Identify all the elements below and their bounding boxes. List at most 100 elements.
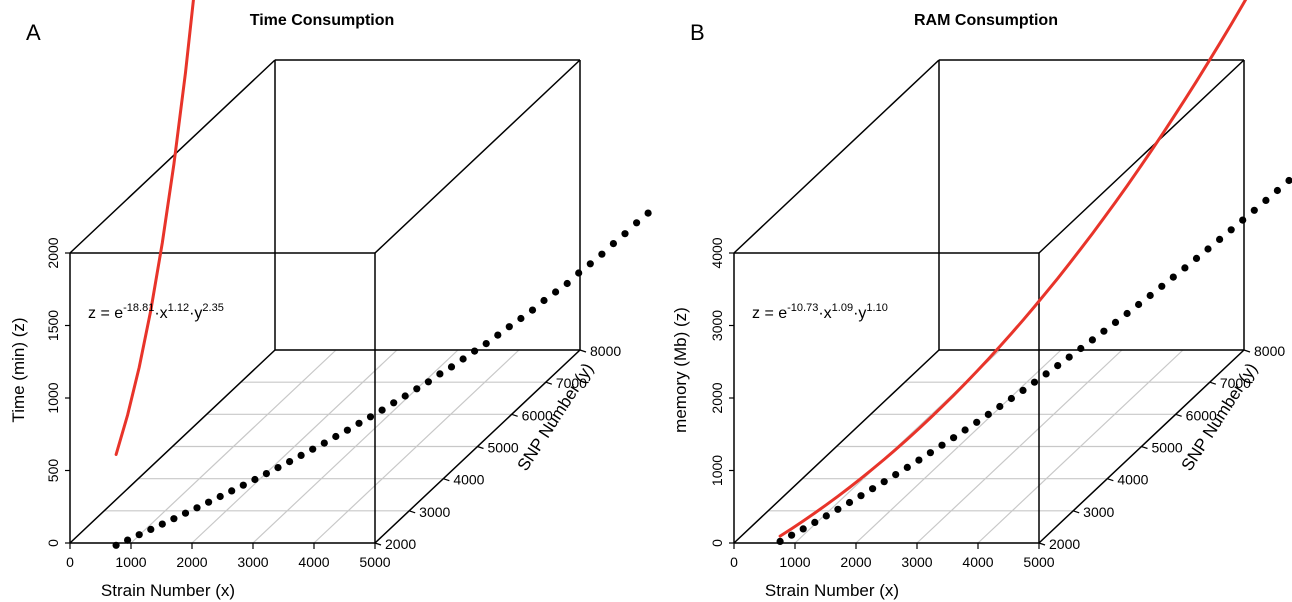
chart-title: Time Consumption <box>250 12 395 29</box>
data-point <box>251 475 259 484</box>
data-point <box>609 240 618 248</box>
data-point <box>776 537 784 546</box>
y-tick-label: 7000 <box>556 375 587 391</box>
box-edge <box>374 59 581 254</box>
data-point <box>1181 264 1189 272</box>
data-point <box>1158 282 1166 290</box>
data-point <box>343 426 351 434</box>
y-tick-mark <box>1243 349 1251 353</box>
box-edge <box>733 349 940 544</box>
data-point <box>274 464 282 472</box>
equation-exponent-a: 1.12 <box>168 302 189 314</box>
data-point <box>1135 300 1143 309</box>
data-point <box>286 458 294 466</box>
data-point <box>1227 226 1235 234</box>
equation-y-term: ·y <box>189 305 202 322</box>
y-tick-mark <box>1141 445 1148 450</box>
data-point <box>1273 186 1281 195</box>
z-tick-label: 2000 <box>709 382 725 413</box>
z-tick-label: 500 <box>45 459 61 483</box>
x-tick-label: 0 <box>66 554 74 570</box>
equation-x-term: ·x <box>818 305 831 322</box>
equation-exponent-c: -10.73 <box>787 302 818 314</box>
data-point <box>1216 235 1224 243</box>
data-point <box>390 399 398 407</box>
grid-line <box>977 349 1184 544</box>
data-point <box>1077 344 1085 353</box>
data-point <box>1088 336 1096 344</box>
grid-line <box>313 349 520 544</box>
data-point <box>996 402 1004 411</box>
data-point <box>598 250 606 258</box>
data-point <box>482 340 490 348</box>
data-point <box>170 515 178 523</box>
x-tick-label: 4000 <box>962 554 993 570</box>
data-point <box>822 512 830 520</box>
x-tick-label: 2000 <box>176 554 207 570</box>
data-point <box>332 432 340 441</box>
x-tick-label: 1000 <box>115 554 146 570</box>
equation-exponent-c: -18.81 <box>123 302 154 314</box>
data-point <box>1054 362 1062 370</box>
equation-base: z = e <box>88 305 123 322</box>
data-point <box>158 520 166 528</box>
y-tick-label: 6000 <box>522 407 553 423</box>
data-point <box>869 485 877 493</box>
data-point <box>424 378 432 386</box>
axis-ticks: 0 1000 2000 3000 4000 50000100020003000400020… <box>709 237 1285 570</box>
grid-line <box>191 349 398 544</box>
data-point <box>135 531 143 539</box>
data-point <box>540 296 548 305</box>
data-point <box>845 498 854 507</box>
data-point <box>124 536 132 544</box>
data-point <box>1030 378 1039 386</box>
x-tick-label: 5000 <box>1023 554 1054 570</box>
data-point <box>811 518 819 527</box>
data-point <box>552 288 560 296</box>
y-tick-label: 3000 <box>419 504 450 520</box>
data-point <box>834 505 842 513</box>
data-point <box>494 331 502 339</box>
data-point <box>621 230 629 238</box>
data-point <box>1123 309 1131 318</box>
equation-exponent-b: 1.10 <box>866 302 887 314</box>
data-point <box>193 504 201 512</box>
y-tick-mark <box>1209 381 1217 385</box>
fit-equation: z = e-10.73·x1.09·y1.10 <box>752 302 888 322</box>
data-point <box>1007 394 1016 403</box>
z-tick-label: 1000 <box>45 382 61 413</box>
data-point <box>147 525 155 534</box>
data-point <box>309 445 317 453</box>
data-point <box>857 492 865 500</box>
x-tick-label: 5000 <box>359 554 390 570</box>
data-point <box>459 355 467 363</box>
x-tick-label: 2000 <box>840 554 871 570</box>
x-tick-label: 1000 <box>779 554 810 570</box>
data-point <box>228 487 236 495</box>
box-edge <box>69 59 276 254</box>
data-point <box>112 541 120 549</box>
z-tick-label: 0 <box>709 539 725 547</box>
data-point <box>471 347 479 355</box>
y-tick-mark <box>1038 542 1046 546</box>
x-tick-label: 4000 <box>298 554 329 570</box>
x-tick-label: 0 <box>730 554 738 570</box>
data-point <box>1192 254 1201 262</box>
data-point <box>1100 327 1108 335</box>
grid-line <box>916 349 1123 544</box>
data-point <box>984 410 992 418</box>
fit-equation: z = e-18.81·x1.12·y2.35 <box>88 302 224 322</box>
data-point <box>973 418 981 426</box>
y-tick-mark <box>1175 413 1182 417</box>
equation-exponent-b: 2.35 <box>202 302 223 314</box>
data-point <box>903 463 911 471</box>
equation-x-term: ·x <box>154 305 167 322</box>
y-tick-label: 4000 <box>1117 472 1148 488</box>
data-point <box>1019 386 1027 394</box>
y-tick-mark <box>511 413 518 417</box>
grid-line <box>855 349 1062 544</box>
data-point <box>926 449 935 457</box>
x-tick-label: 3000 <box>901 554 932 570</box>
chart-title: RAM Consumption <box>914 12 1058 29</box>
